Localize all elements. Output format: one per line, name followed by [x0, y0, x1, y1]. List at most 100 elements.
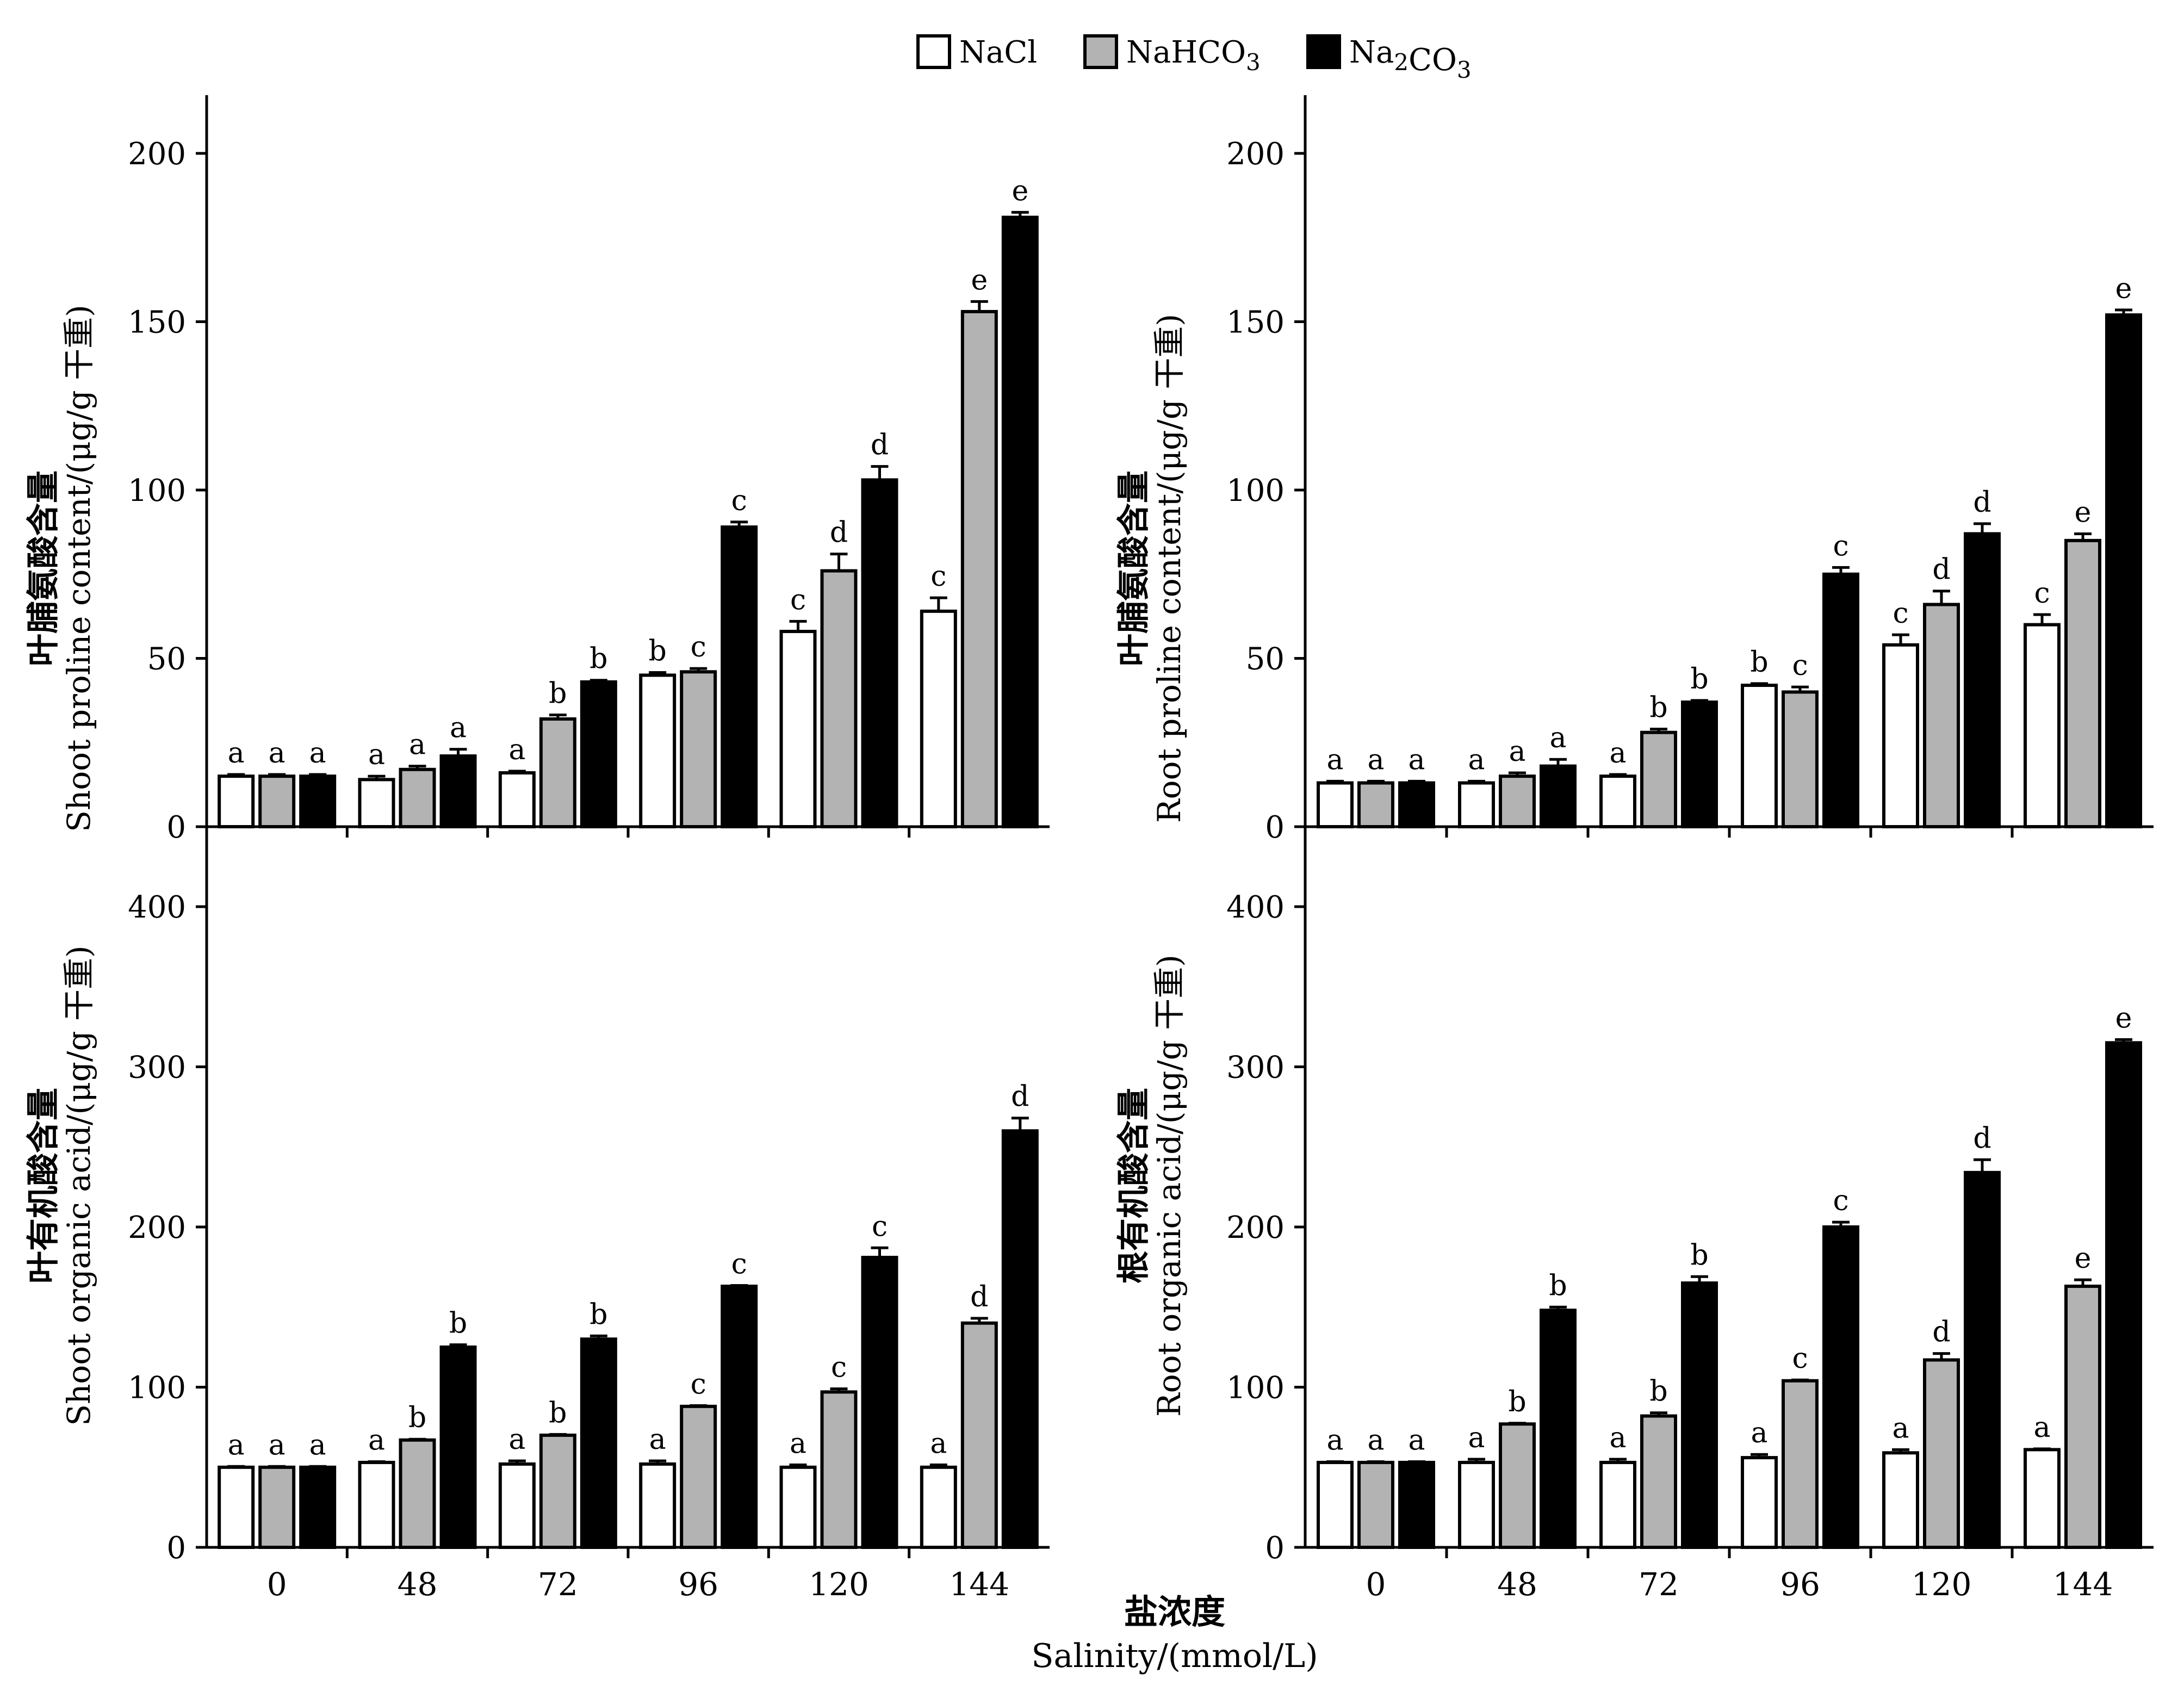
legend-label: Na2CO3 [1349, 35, 1472, 83]
bar [258, 1465, 296, 1549]
significance-letter: e [1012, 175, 1028, 207]
significance-letter: d [970, 1281, 988, 1313]
significance-letter: d [1932, 1316, 1950, 1349]
y-tick-label: 400 [1226, 890, 1285, 925]
y-tick-label: 100 [1226, 1371, 1285, 1406]
bar [1741, 1456, 1778, 1550]
bar [639, 673, 677, 828]
significance-letter: e [971, 264, 988, 296]
legend-item: NaHCO3 [1083, 34, 1261, 76]
bar [1923, 1358, 1960, 1550]
bar [1681, 700, 1718, 828]
significance-letter: a [1609, 737, 1626, 770]
bar [399, 1438, 436, 1550]
x-tick-label: 96 [678, 1566, 718, 1603]
bar [580, 1337, 617, 1549]
x-tick-label: 0 [267, 1566, 287, 1603]
y-tick-label: 0 [1265, 1530, 1285, 1566]
legend-label: NaHCO3 [1126, 35, 1261, 76]
y-axis-label-cn: 叶脯氨酸含量 [24, 470, 63, 666]
bar [820, 569, 858, 829]
bar [299, 1465, 337, 1549]
bar [861, 1255, 898, 1550]
legend: NaCl NaHCO3 Na2CO3 [916, 34, 1472, 83]
bar [1458, 1460, 1495, 1550]
bar [1499, 774, 1536, 829]
bar [721, 525, 758, 828]
bar [2105, 313, 2142, 828]
bar [680, 670, 717, 828]
significance-letter: b [449, 1307, 467, 1340]
bar [820, 1390, 858, 1549]
bar [358, 778, 395, 828]
bar [1357, 781, 1394, 829]
significance-letter: a [228, 1429, 245, 1461]
significance-letter: a [409, 729, 426, 761]
significance-letter: b [1649, 1375, 1667, 1408]
legend-item: NaCl [916, 34, 1037, 70]
bar [299, 774, 337, 829]
significance-letter: d [1011, 1081, 1029, 1113]
x-tick-label: 72 [538, 1566, 578, 1603]
y-tick-label: 200 [1226, 1210, 1285, 1245]
bar [861, 478, 898, 828]
legend-swatch [1306, 34, 1341, 69]
bar [1782, 1379, 1819, 1549]
significance-letter: e [2115, 272, 2132, 305]
bar [1540, 1309, 1577, 1549]
significance-letter: a [1326, 743, 1343, 776]
bar [779, 1465, 817, 1549]
bar [1357, 1460, 1394, 1550]
y-axis-label-en: Shoot organic acid/(μg/g 干重) [60, 945, 97, 1426]
significance-letter: a [269, 737, 286, 770]
significance-letter: a [228, 737, 245, 770]
bar [1822, 1225, 1859, 1549]
significance-letter: c [1833, 530, 1848, 562]
significance-letter: a [930, 1427, 947, 1460]
y-tick-label: 0 [1265, 810, 1285, 845]
significance-letter: c [1833, 1185, 1848, 1217]
bar [580, 680, 617, 828]
bar [1398, 1460, 1435, 1550]
significance-letter: b [1508, 1386, 1526, 1418]
significance-letter: a [1408, 743, 1425, 776]
bar [920, 609, 957, 828]
bar [920, 1465, 957, 1549]
significance-letter: a [1549, 722, 1566, 754]
significance-letter: b [1549, 1269, 1567, 1302]
bar [1599, 1460, 1636, 1550]
bar [1782, 690, 1819, 829]
x-tick-label: 144 [2053, 1566, 2113, 1603]
y-tick-label: 200 [128, 137, 186, 172]
y-tick-label: 300 [1226, 1050, 1285, 1086]
significance-letter: a [1892, 1412, 1909, 1445]
bar [539, 1433, 576, 1550]
significance-letter: c [930, 560, 946, 593]
bar [2024, 623, 2061, 828]
bar [1398, 781, 1435, 829]
significance-letter: c [790, 584, 806, 616]
x-tick-label: 72 [1639, 1566, 1679, 1603]
significance-letter: c [1893, 597, 1908, 630]
x-tick-label: 120 [1912, 1566, 1972, 1603]
y-tick-label: 300 [128, 1050, 186, 1086]
significance-letter: b [590, 643, 607, 676]
significance-letter: c [2034, 577, 2050, 610]
significance-letter: a [309, 1429, 326, 1461]
bar [358, 1460, 395, 1550]
bar [1317, 1460, 1354, 1550]
bar [1540, 764, 1577, 828]
bar [1001, 215, 1039, 828]
significance-letter: b [590, 1298, 607, 1331]
significance-letter: a [1367, 743, 1384, 776]
bar [1681, 1281, 1718, 1549]
significance-letter: b [408, 1402, 426, 1434]
bar [539, 717, 576, 829]
y-tick-label: 200 [128, 1210, 186, 1245]
significance-letter: a [649, 1423, 666, 1456]
legend-swatch [1083, 34, 1118, 69]
significance-letter: e [2115, 1002, 2132, 1034]
